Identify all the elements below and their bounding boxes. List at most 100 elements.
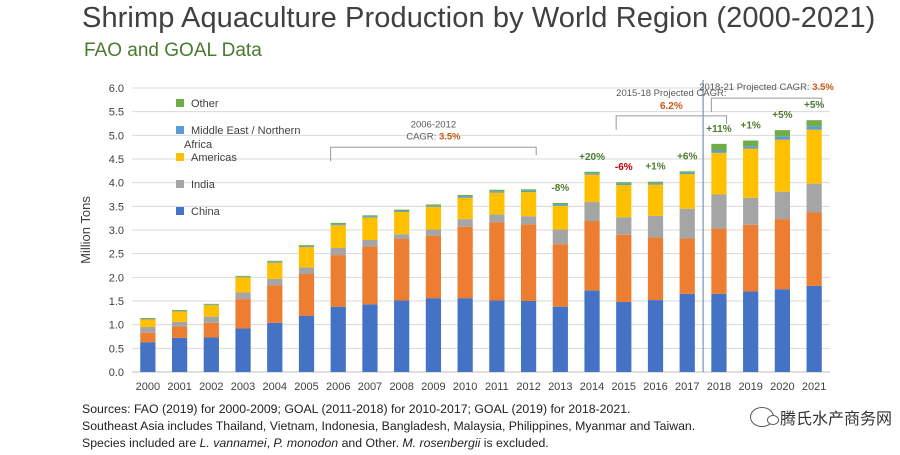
- chart-subtitle: FAO and GOAL Data: [84, 40, 262, 61]
- bar-segment: [330, 306, 346, 372]
- bar-segment: [362, 246, 378, 305]
- legend-swatch: [176, 207, 184, 215]
- bar-segment: [394, 234, 410, 239]
- bar-segment: [647, 237, 664, 301]
- x-tick-label: 2017: [675, 381, 699, 393]
- bar-segment: [552, 244, 568, 307]
- legend-label: China: [191, 206, 221, 218]
- bar-segment: [774, 136, 791, 140]
- bar-segment: [298, 267, 315, 275]
- bar-segment: [616, 301, 632, 372]
- bar-segment: [203, 305, 219, 317]
- bar-segment: [425, 205, 442, 207]
- y-tick-label: 2.0: [109, 272, 124, 284]
- bar-segment: [298, 274, 315, 316]
- bar-segment: [394, 209, 410, 212]
- cagr-label: 2018-21 Projected CAGR: 3.5%: [699, 82, 834, 93]
- bar-segment: [616, 234, 632, 302]
- bar-segment: [457, 194, 473, 197]
- x-tick-label: 2014: [580, 381, 604, 393]
- y-tick-label: 4.5: [109, 154, 124, 166]
- legend-label: Other: [191, 98, 219, 110]
- species-rosenbergii: M. rosenbergii: [402, 436, 481, 450]
- cagr-value: 3.5%: [812, 82, 834, 93]
- bar-segment: [647, 181, 664, 184]
- bar-segment: [203, 316, 219, 323]
- chart-title: Shrimp Aquaculture Production by World R…: [82, 2, 876, 34]
- bar-segment: [711, 150, 727, 153]
- bar-segment: [425, 298, 442, 372]
- bar-segment: [267, 322, 283, 372]
- bar-segment: [679, 174, 695, 209]
- bar-segment: [647, 183, 664, 185]
- bar-segment: [743, 291, 759, 372]
- legend-swatch: [176, 153, 184, 161]
- x-tick-label: 2018: [707, 381, 731, 393]
- bar-segment: [584, 173, 600, 175]
- bar-segment: [298, 245, 315, 247]
- cagr-bracket: [330, 146, 537, 162]
- y-tick-label: 3.0: [109, 225, 124, 237]
- bar-segment: [235, 328, 251, 372]
- y-tick-label: 6.0: [109, 83, 124, 95]
- bar-segment: [679, 238, 695, 294]
- x-tick-label: 2016: [643, 381, 667, 393]
- wechat-icon: [749, 407, 779, 427]
- growth-label: -8%: [551, 183, 569, 194]
- bar-segment: [679, 172, 695, 175]
- bar-segment: [520, 216, 537, 225]
- x-tick-label: 2001: [167, 381, 191, 393]
- bar-segment: [171, 337, 188, 372]
- bar-segment: [774, 191, 791, 220]
- bar-segment: [267, 285, 283, 323]
- bar-segment: [711, 228, 727, 294]
- bar-segment: [298, 246, 315, 248]
- bar-segment: [616, 182, 632, 184]
- bar-segment: [267, 262, 283, 279]
- y-tick-label: 1.5: [109, 296, 124, 308]
- bar-segment: [711, 143, 727, 151]
- legend-swatch: [176, 126, 184, 134]
- bar-segment: [711, 194, 727, 229]
- bar-segment: [267, 278, 283, 286]
- bar-segment: [425, 206, 442, 230]
- bar-segment: [140, 327, 156, 333]
- bar-segment: [584, 221, 600, 291]
- bar-segment: [647, 215, 664, 238]
- bar-segment: [774, 289, 791, 372]
- bar-segment: [457, 226, 473, 299]
- legend-label: Middle East / Northern: [191, 125, 300, 137]
- growth-label: +20%: [579, 152, 605, 163]
- bar-segment: [235, 275, 251, 277]
- bar-segment: [743, 140, 759, 147]
- growth-label: +1%: [645, 162, 665, 173]
- x-tick-label: 2021: [802, 381, 826, 393]
- x-tick-label: 2005: [294, 381, 318, 393]
- y-tick-label: 5.5: [109, 107, 124, 119]
- bar-segment: [552, 205, 568, 230]
- growth-label: -6%: [615, 162, 633, 173]
- x-tick-label: 2003: [231, 381, 255, 393]
- species-monodon: P. monodon: [273, 436, 339, 450]
- bar-segment: [552, 203, 568, 205]
- x-tick-label: 2019: [738, 381, 762, 393]
- x-tick-label: 2009: [421, 381, 445, 393]
- stacked-bar-chart: 0.0 0.5 1.0 1.5 2.0 2.5 3.0 3.5 4.0 4.5 5.0 5.5 6.0 M…: [78, 80, 834, 393]
- cagr-bracket: [615, 115, 728, 130]
- bar-segment: [806, 126, 822, 130]
- bar-segment: [743, 197, 759, 225]
- cagr-value: 6.2%: [660, 101, 683, 112]
- bar-segment: [647, 300, 664, 372]
- bar-segment: [457, 219, 473, 227]
- y-tick-label: 5.0: [109, 130, 124, 142]
- x-tick-label: 2002: [199, 381, 223, 393]
- bar-segment: [457, 298, 473, 372]
- bar-segment: [362, 304, 378, 372]
- bar-segment: [140, 318, 156, 319]
- bar-segment: [806, 212, 822, 286]
- bar-segment: [616, 185, 632, 218]
- y-tick-label: 0.5: [109, 343, 124, 355]
- x-tick-label: 2006: [326, 381, 350, 393]
- footnote-suffix: is excluded.: [480, 436, 549, 450]
- bar-segment: [616, 217, 632, 235]
